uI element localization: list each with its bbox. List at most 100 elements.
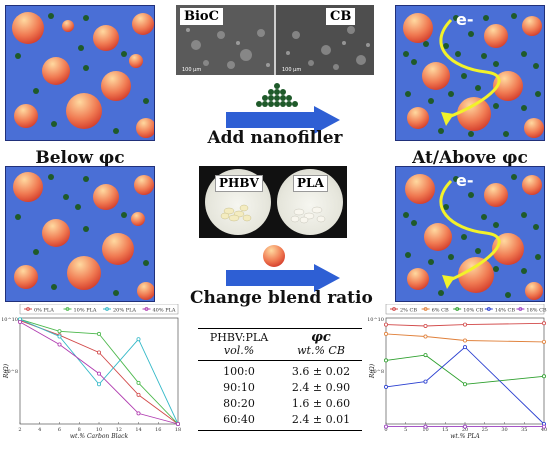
caption-above-phic: At/Above φc [412, 148, 528, 168]
legend-entry: 20% PLA [113, 308, 136, 314]
data-point [175, 422, 180, 427]
data-point [57, 342, 62, 347]
data-point [383, 358, 388, 363]
sem-micrograph: BioC CB 100 μm 100 μm [176, 5, 374, 75]
data-point [423, 353, 428, 358]
blend-sphere-icon [263, 245, 285, 267]
x-tick-label: 8 [78, 427, 81, 433]
legend-entry: 18% CB [526, 308, 547, 314]
sem-label-bioc: BioC [180, 8, 223, 25]
data-point [463, 322, 468, 327]
composite-panel-below-top [5, 5, 155, 141]
legend-entry: 10% CB [463, 308, 484, 314]
table-row: 80:20 1.6 ± 0.60 [223, 397, 351, 410]
x-tick-label: 4 [38, 427, 41, 433]
data-point [136, 392, 141, 397]
legend-marker [423, 307, 428, 311]
legend-marker [486, 307, 491, 311]
legend-entry: 10% PLA [74, 308, 97, 314]
legend-entry: 0% PLA [34, 308, 54, 314]
electron-label-middle: e- [456, 171, 474, 190]
legend-marker [518, 307, 523, 311]
data-point [136, 337, 141, 342]
series-line [385, 322, 545, 327]
y-tick-label-mid: 10^8 [370, 368, 384, 375]
data-point [383, 424, 388, 429]
y-axis-label: R(Ω) [3, 363, 10, 379]
data-point [383, 322, 388, 327]
data-point [97, 331, 102, 336]
legend-marker [392, 307, 396, 311]
table-head-ratio: PHBV:PLA [198, 328, 281, 344]
sem-scale-left: 100 μm [182, 67, 202, 73]
x-tick-label: 10 [96, 427, 102, 433]
data-point [423, 379, 428, 384]
data-point [541, 424, 546, 429]
chart-resistance-vs-cb: 0% PLA 10% PLA 20% PLA 40% PLA 2 4 6 8 10 12 14 16 1… [2, 304, 181, 440]
sem-scale-right: 100 μm [282, 67, 302, 73]
table-row: 60:40 2.4 ± 0.01 [198, 412, 362, 431]
add-nanofiller-caption: Add nanofiller [207, 128, 343, 148]
change-blend-caption: Change blend ratio [190, 288, 373, 308]
data-point [97, 382, 102, 387]
pellet-photo: PHBV PLA [199, 166, 347, 238]
x-tick-label: 30 [501, 427, 507, 433]
chart-resistance-vs-pla: 2% CB 6% CB 10% CB 14% CB 18% CB 0 5 10 15 20 25 30… [368, 304, 547, 440]
composite-panel-above-middle: e- [395, 166, 545, 302]
table-row: 100:0 3.6 ± 0.02 [223, 365, 351, 378]
legend-marker [65, 307, 70, 311]
x-tick-label: 5 [404, 427, 407, 433]
x-tick-label: 14 [135, 427, 141, 433]
legend-marker [455, 307, 460, 311]
data-point [463, 345, 468, 350]
data-point [463, 424, 468, 429]
data-point [383, 384, 388, 389]
series-line [385, 333, 545, 343]
series-line [385, 354, 545, 385]
x-tick-label: 12 [116, 427, 122, 433]
legend-entry: 6% CB [432, 308, 449, 314]
percolation-table: PHBV:PLA φc vol.% wt.% CB 100:0 3.6 ± 0.0… [198, 328, 362, 431]
legend-entry: 40% PLA [153, 308, 176, 314]
x-tick-label: 25 [482, 427, 488, 433]
data-point [57, 334, 62, 339]
x-tick-label: 16 [155, 427, 161, 433]
percolated-sketch-2 [403, 174, 543, 300]
table-sub-phi: wt.% CB [280, 344, 362, 361]
y-tick-label-top: 10^10 [368, 316, 384, 323]
y-tick-label-mid: 10^8 [4, 368, 18, 375]
y-tick-label-top: 10^10 [2, 316, 18, 323]
change-blend-arrow [226, 245, 340, 292]
x-tick-label: 20 [462, 427, 468, 433]
composite-sketch-2 [13, 172, 154, 300]
legend-marker [105, 307, 109, 311]
add-nanofiller-arrow [226, 83, 340, 134]
data-point [541, 374, 546, 379]
data-point [383, 331, 388, 336]
x-tick-label: 15 [442, 427, 448, 433]
nanofiller-pyramid-icon [256, 83, 298, 107]
composite-sketch [12, 12, 154, 138]
chart-legend [385, 304, 545, 315]
data-point [463, 382, 468, 387]
table-row: 90:10 2.4 ± 0.90 [223, 381, 351, 394]
data-point [136, 411, 141, 416]
data-point [97, 371, 102, 376]
pellets [220, 204, 326, 224]
x-tick-label: 6 [58, 427, 61, 433]
composite-panel-below-middle [5, 166, 155, 302]
photo-label-pla: PLA [293, 175, 328, 192]
data-point [136, 380, 141, 385]
data-point [423, 424, 428, 429]
data-point [97, 350, 102, 355]
x-axis-label: wt.% Carbon Black [70, 433, 129, 440]
y-axis-label: R(Ω) [369, 363, 376, 379]
x-tick-label: 10 [422, 427, 428, 433]
data-point [541, 339, 546, 344]
sem-label-cb: CB [326, 8, 356, 25]
composite-panel-above-top: e- [395, 5, 545, 141]
percolated-sketch [403, 13, 544, 138]
series-line [385, 346, 545, 425]
caption-below-phic: Below φc [35, 148, 125, 168]
data-point [423, 334, 428, 339]
